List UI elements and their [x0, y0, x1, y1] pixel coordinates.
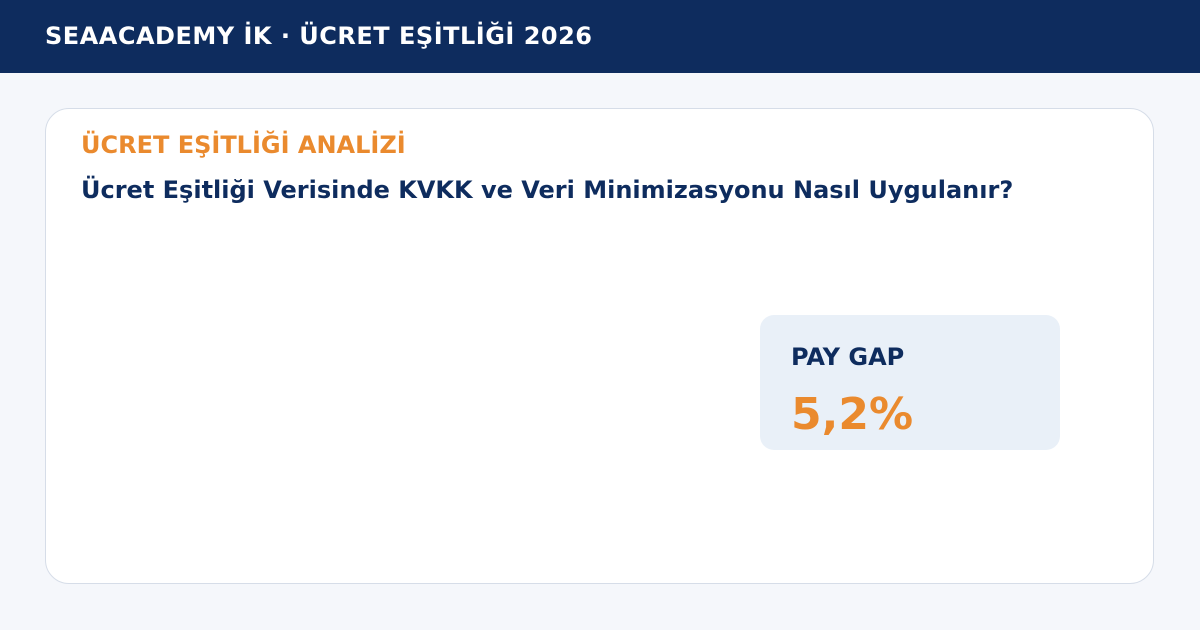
banner-title: SEAACADEMY İK · ÜCRET EŞİTLİĞİ 2026	[45, 22, 593, 50]
pay-gap-label: PAY GAP	[791, 343, 905, 371]
top-banner: SEAACADEMY İK · ÜCRET EŞİTLİĞİ 2026	[0, 0, 1200, 73]
card-headline: Ücret Eşitliği Verisinde KVKK ve Veri Mi…	[81, 176, 1014, 204]
card-eyebrow: ÜCRET EŞİTLİĞİ ANALİZİ	[81, 131, 406, 159]
pay-gap-callout: PAY GAP 5,2%	[760, 315, 1060, 450]
pay-gap-value: 5,2%	[791, 389, 914, 440]
